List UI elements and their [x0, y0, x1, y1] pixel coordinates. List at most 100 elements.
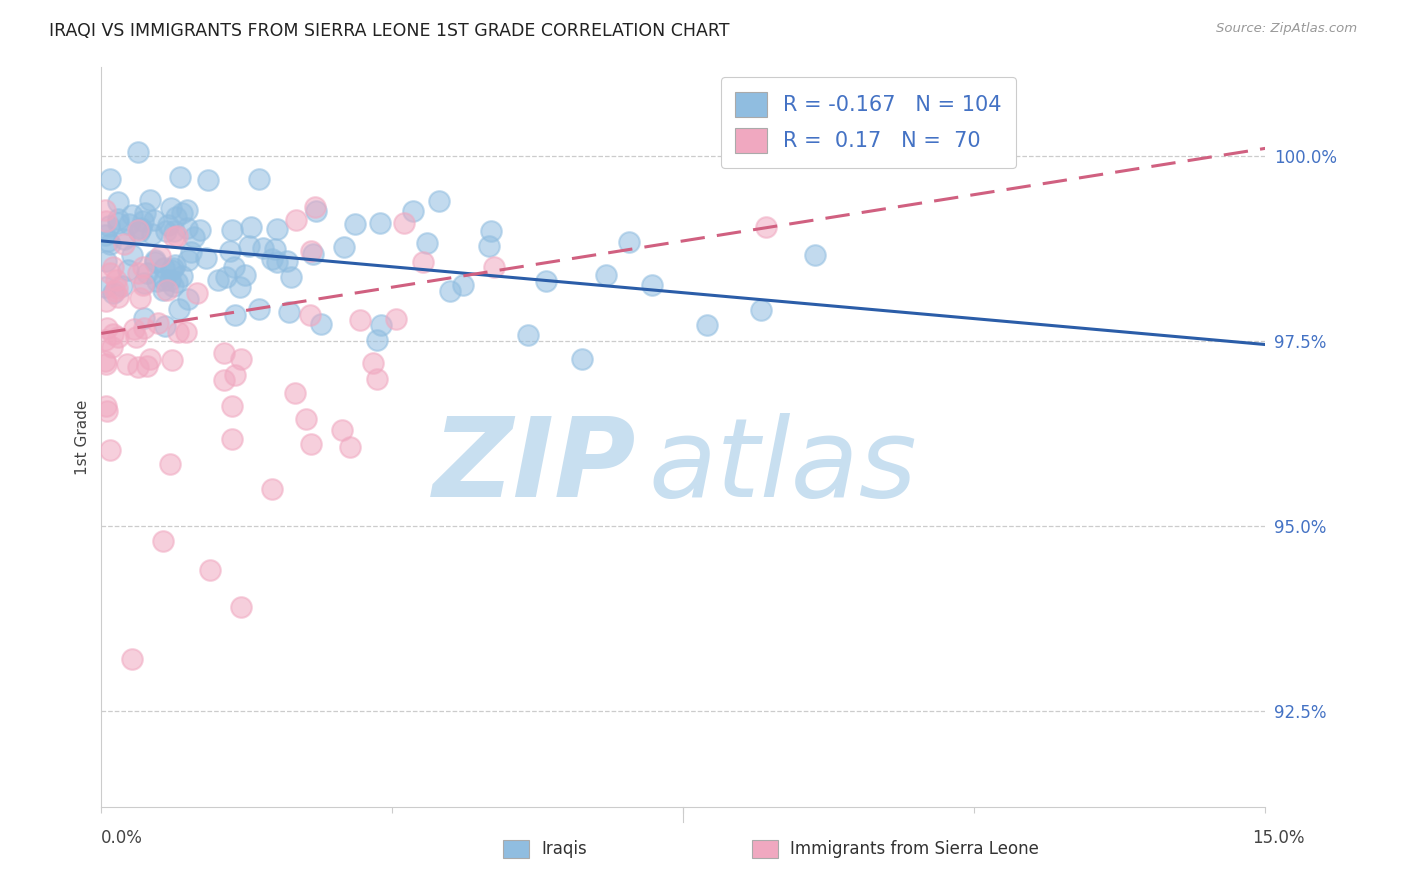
- Point: [194, 251, 217, 265]
- Point: [247, 172, 270, 186]
- Point: [107, 330, 129, 344]
- Point: [136, 359, 159, 374]
- Point: [180, 244, 202, 259]
- Point: [238, 238, 260, 252]
- Point: [96, 321, 118, 335]
- Text: 15.0%: 15.0%: [1253, 829, 1305, 847]
- Point: [128, 225, 150, 239]
- Point: [453, 277, 475, 292]
- Point: [152, 283, 174, 297]
- Point: [145, 254, 167, 268]
- Point: [755, 220, 778, 235]
- Point: [571, 352, 593, 367]
- Y-axis label: 1st Grade: 1st Grade: [75, 400, 90, 475]
- Point: [174, 326, 197, 340]
- Point: [224, 368, 246, 383]
- Point: [98, 442, 121, 457]
- Point: [219, 244, 242, 259]
- Point: [107, 195, 129, 210]
- Point: [148, 316, 170, 330]
- Point: [183, 230, 205, 244]
- Point: [98, 236, 121, 251]
- Point: [94, 354, 117, 368]
- Point: [333, 240, 356, 254]
- Point: [482, 260, 505, 274]
- Point: [96, 403, 118, 417]
- Point: [233, 268, 256, 282]
- Point: [299, 437, 322, 451]
- Point: [134, 310, 156, 325]
- Point: [339, 441, 361, 455]
- Point: [285, 212, 308, 227]
- Point: [156, 283, 179, 297]
- Text: atlas: atlas: [648, 413, 917, 520]
- Point: [221, 399, 243, 413]
- Point: [176, 221, 198, 235]
- Point: [229, 279, 252, 293]
- Point: [309, 317, 332, 331]
- Point: [97, 234, 120, 248]
- Point: [176, 202, 198, 217]
- Point: [263, 242, 285, 256]
- Point: [160, 353, 183, 368]
- Point: [302, 247, 325, 261]
- Point: [252, 241, 274, 255]
- Point: [153, 319, 176, 334]
- Point: [94, 399, 117, 413]
- Point: [172, 268, 194, 283]
- Point: [127, 145, 149, 160]
- Point: [149, 249, 172, 263]
- Point: [276, 254, 298, 268]
- Point: [207, 273, 229, 287]
- Point: [166, 228, 188, 243]
- Point: [128, 291, 150, 305]
- Point: [162, 278, 184, 293]
- Point: [96, 357, 118, 371]
- Point: [481, 224, 503, 238]
- Point: [366, 372, 388, 386]
- Point: [160, 201, 183, 215]
- Point: [96, 294, 118, 309]
- Point: [427, 194, 450, 209]
- Point: [107, 281, 129, 295]
- Point: [478, 238, 501, 252]
- Point: [299, 309, 322, 323]
- Point: [107, 212, 129, 227]
- Point: [121, 208, 143, 222]
- Point: [112, 237, 135, 252]
- Point: [134, 276, 156, 290]
- Point: [370, 216, 392, 230]
- Point: [221, 223, 243, 237]
- Point: [215, 270, 238, 285]
- Point: [163, 230, 186, 244]
- Point: [361, 356, 384, 370]
- Point: [277, 304, 299, 318]
- Point: [143, 253, 166, 268]
- Point: [139, 193, 162, 207]
- Point: [305, 203, 328, 218]
- Point: [94, 333, 117, 347]
- Point: [94, 253, 117, 268]
- Point: [105, 273, 128, 287]
- Point: [595, 268, 617, 282]
- Point: [94, 214, 117, 228]
- Point: [159, 273, 181, 287]
- Point: [247, 302, 270, 317]
- Point: [229, 600, 252, 615]
- Point: [117, 262, 139, 277]
- Point: [100, 172, 122, 186]
- Point: [117, 357, 139, 371]
- Point: [163, 258, 186, 272]
- Text: ZIP: ZIP: [433, 413, 637, 520]
- Point: [349, 313, 371, 327]
- Point: [155, 224, 177, 238]
- Point: [284, 385, 307, 400]
- Point: [132, 277, 155, 292]
- Point: [416, 235, 439, 250]
- Text: 0.0%: 0.0%: [101, 829, 143, 847]
- Point: [104, 284, 127, 298]
- Point: [152, 533, 174, 548]
- Point: [129, 221, 152, 235]
- Point: [118, 217, 141, 231]
- Point: [157, 218, 180, 232]
